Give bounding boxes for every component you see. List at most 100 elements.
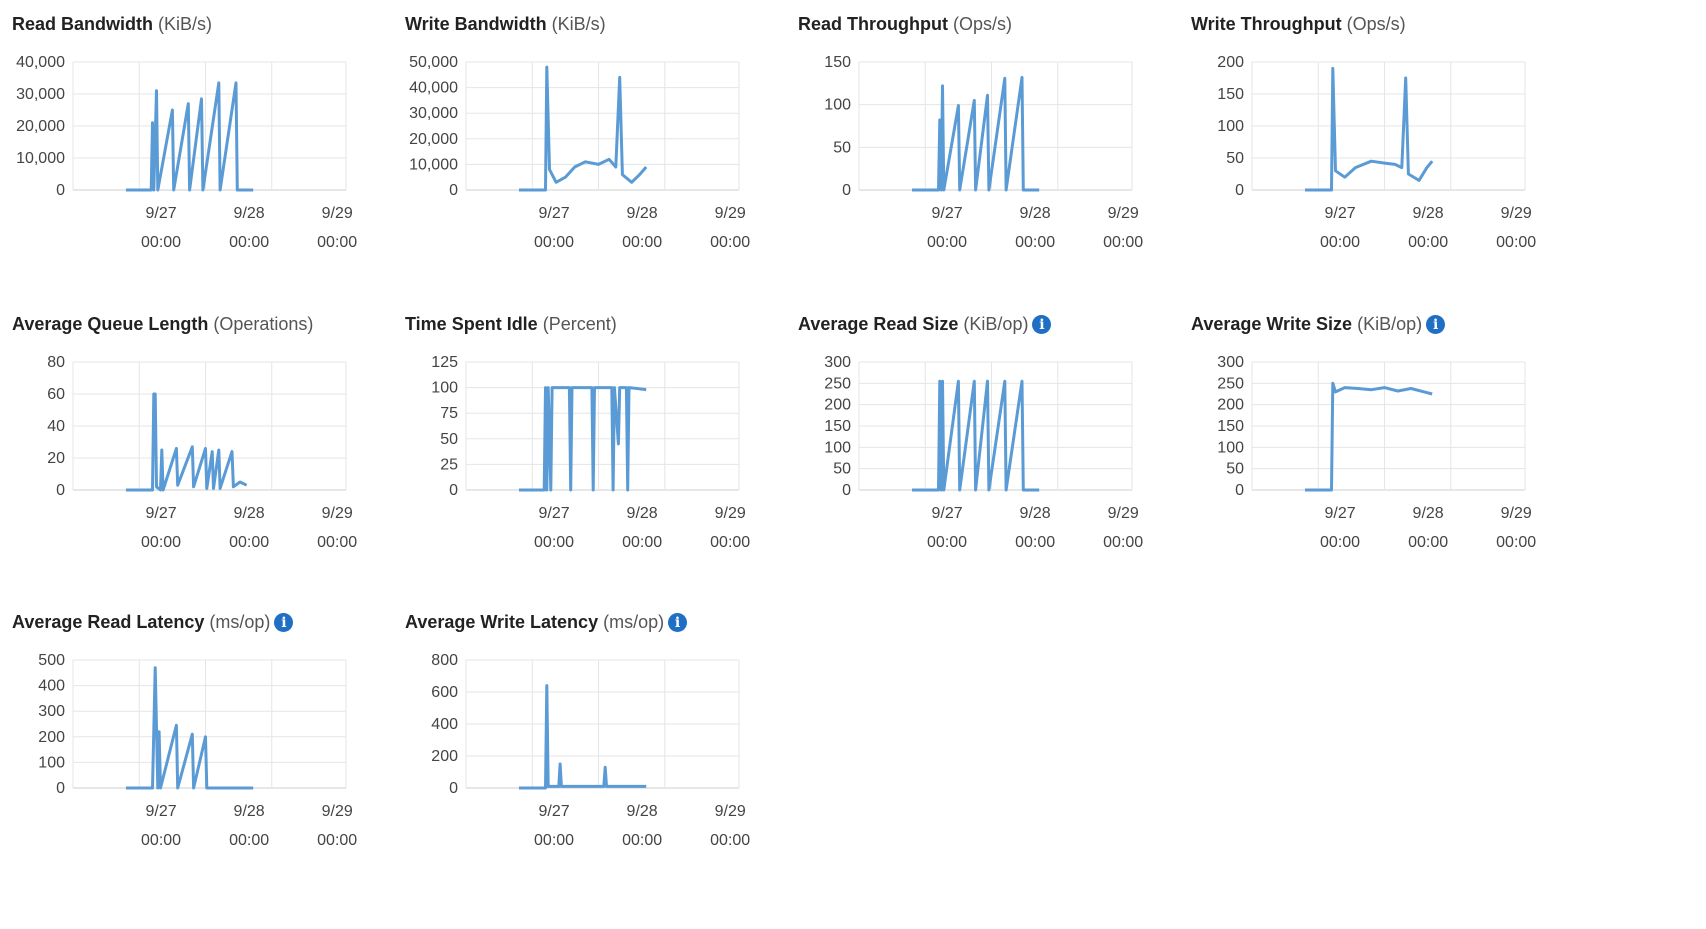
read-bandwidth-panel: Read Bandwidth (KiB/s) 0 10,000 20,000 30,000…	[0, 0, 380, 290]
y-tick-label: 400	[431, 716, 458, 733]
y-tick-label: 0	[56, 780, 65, 797]
x-tick-date: 9/28	[1413, 505, 1444, 522]
panel-unit-text: (ms/op)	[603, 612, 665, 632]
x-tick-date: 9/28	[627, 803, 658, 820]
y-tick-label: 100	[824, 439, 851, 456]
y-tick-label: 50	[833, 461, 851, 478]
x-tick-time: 00:00	[710, 832, 750, 849]
panel-title-text: Average Queue Length	[12, 314, 209, 334]
y-tick-label: 100	[38, 754, 65, 771]
panel-unit-text: (KiB/s)	[551, 14, 606, 34]
y-tick-label: 10,000	[409, 156, 458, 173]
x-tick-time: 00:00	[710, 534, 750, 551]
y-tick-label: 0	[56, 182, 65, 199]
panel-unit-text: (Ops/s)	[1346, 14, 1406, 34]
x-tick-date: 9/28	[234, 803, 265, 820]
x-tick-time: 00:00	[141, 234, 181, 251]
x-tick-time: 00:00	[1496, 234, 1536, 251]
panel-unit-text: (Percent)	[542, 314, 617, 334]
y-tick-label: 50	[1226, 461, 1244, 478]
write-bandwidth-title: Write Bandwidth (KiB/s)	[405, 14, 606, 35]
average-read-size-title: Average Read Size (KiB/op) i	[798, 314, 1052, 335]
x-tick-time: 00:00	[927, 534, 967, 551]
y-tick-label: 40,000	[409, 80, 458, 97]
read-throughput-title: Read Throughput (Ops/s)	[798, 14, 1012, 35]
read-throughput-panel: Read Throughput (Ops/s) 0 50 100 150 9/27 00:00…	[786, 0, 1166, 290]
y-tick-label: 0	[1235, 182, 1244, 199]
panel-title-text: Read Bandwidth	[12, 14, 154, 34]
info-icon[interactable]: i	[1032, 315, 1052, 334]
panel-title-text: Average Read Latency	[12, 612, 205, 632]
panel-title-text: Time Spent Idle	[405, 314, 538, 334]
x-tick-time: 00:00	[927, 234, 967, 251]
read-bandwidth-title: Read Bandwidth (KiB/s)	[12, 14, 212, 35]
x-tick-date: 9/27	[538, 803, 569, 820]
y-tick-label: 50	[833, 139, 851, 156]
x-tick-time: 00:00	[1408, 534, 1448, 551]
y-tick-label: 150	[1217, 418, 1244, 435]
average-read-size-chart: 0 50 100 150 200 250 300 9/27 00:00 9/28 00:00 9/29…	[824, 354, 1143, 551]
average-queue-length-panel: Average Queue Length (Operations) 0 20 40 60 8…	[0, 300, 380, 590]
read-throughput-chart: 0 50 100 150 9/27 00:00 9/28 00:00 9/29 00:00	[824, 54, 1143, 251]
x-tick-time: 00:00	[534, 534, 574, 551]
x-tick-date: 9/28	[1413, 205, 1444, 222]
series-line	[519, 684, 647, 790]
y-tick-label: 600	[431, 684, 458, 701]
panel-title-text: Average Write Latency	[405, 612, 599, 632]
x-tick-date: 9/27	[931, 205, 962, 222]
average-read-latency-title: Average Read Latency (ms/op) i	[12, 612, 294, 633]
x-tick-date: 9/27	[1324, 505, 1355, 522]
y-tick-label: 30,000	[409, 105, 458, 122]
y-tick-label: 25	[440, 456, 458, 473]
panel-unit-text: (KiB/s)	[158, 14, 213, 34]
x-tick-time: 00:00	[710, 234, 750, 251]
info-icon[interactable]: i	[274, 613, 294, 632]
x-tick-time: 00:00	[622, 534, 662, 551]
y-tick-label: 50,000	[409, 54, 458, 71]
time-spent-idle-panel: Time Spent Idle (Percent) 0 25 50 75 100 125 9/2…	[393, 300, 773, 590]
time-spent-idle-chart: 0 25 50 75 100 125 9/27 00:00 9/28 00:00 9/29 00:00	[431, 354, 750, 551]
y-tick-label: 100	[1217, 118, 1244, 135]
x-tick-time: 00:00	[1015, 534, 1055, 551]
x-tick-time: 00:00	[1103, 234, 1143, 251]
y-tick-label: 400	[38, 678, 65, 695]
average-write-latency-chart: 0 200 400 600 800 9/27 00:00 9/28 00:00 9/29 00:00	[431, 652, 750, 849]
x-tick-date: 9/29	[715, 505, 746, 522]
y-tick-label: 250	[824, 375, 851, 392]
y-tick-label: 20	[47, 450, 65, 467]
panel-unit-text: (KiB/op)	[963, 314, 1029, 334]
y-tick-label: 300	[38, 703, 65, 720]
y-tick-label: 100	[431, 380, 458, 397]
x-tick-time: 00:00	[534, 234, 574, 251]
x-tick-date: 9/28	[627, 505, 658, 522]
write-bandwidth-panel: Write Bandwidth (KiB/s) 0 10,000 20,000 30,00…	[393, 0, 773, 290]
y-tick-label: 0	[449, 780, 458, 797]
series-line	[126, 392, 248, 492]
y-tick-label: 150	[824, 418, 851, 435]
x-tick-date: 9/29	[1108, 505, 1139, 522]
x-tick-date: 9/29	[1108, 205, 1139, 222]
y-tick-label: 40,000	[16, 54, 65, 71]
panel-title-text: Average Read Size	[798, 314, 959, 334]
average-write-latency-title: Average Write Latency (ms/op) i	[405, 612, 688, 633]
x-tick-date: 9/28	[627, 205, 658, 222]
time-spent-idle-title: Time Spent Idle (Percent)	[405, 314, 617, 335]
panel-title-text: Average Write Size	[1191, 314, 1353, 334]
series-line	[126, 81, 254, 192]
x-tick-time: 00:00	[229, 534, 269, 551]
write-throughput-title: Write Throughput (Ops/s)	[1191, 14, 1406, 35]
panel-title-text: Write Bandwidth	[405, 14, 547, 34]
y-tick-label: 20,000	[409, 131, 458, 148]
y-tick-label: 0	[449, 482, 458, 499]
series-line	[1305, 66, 1434, 192]
x-tick-date: 9/29	[715, 205, 746, 222]
average-write-size-chart: 0 50 100 150 200 250 300 9/27 00:00 9/28 00:00 9/29…	[1217, 354, 1536, 551]
info-icon[interactable]: i	[668, 613, 688, 632]
y-tick-label: 40	[47, 418, 65, 435]
series-line	[519, 65, 648, 192]
info-icon[interactable]: i	[1426, 315, 1446, 334]
x-tick-date: 9/29	[322, 505, 353, 522]
y-tick-label: 500	[38, 652, 65, 669]
panel-title-text: Write Throughput	[1191, 14, 1342, 34]
x-tick-date: 9/29	[1501, 505, 1532, 522]
